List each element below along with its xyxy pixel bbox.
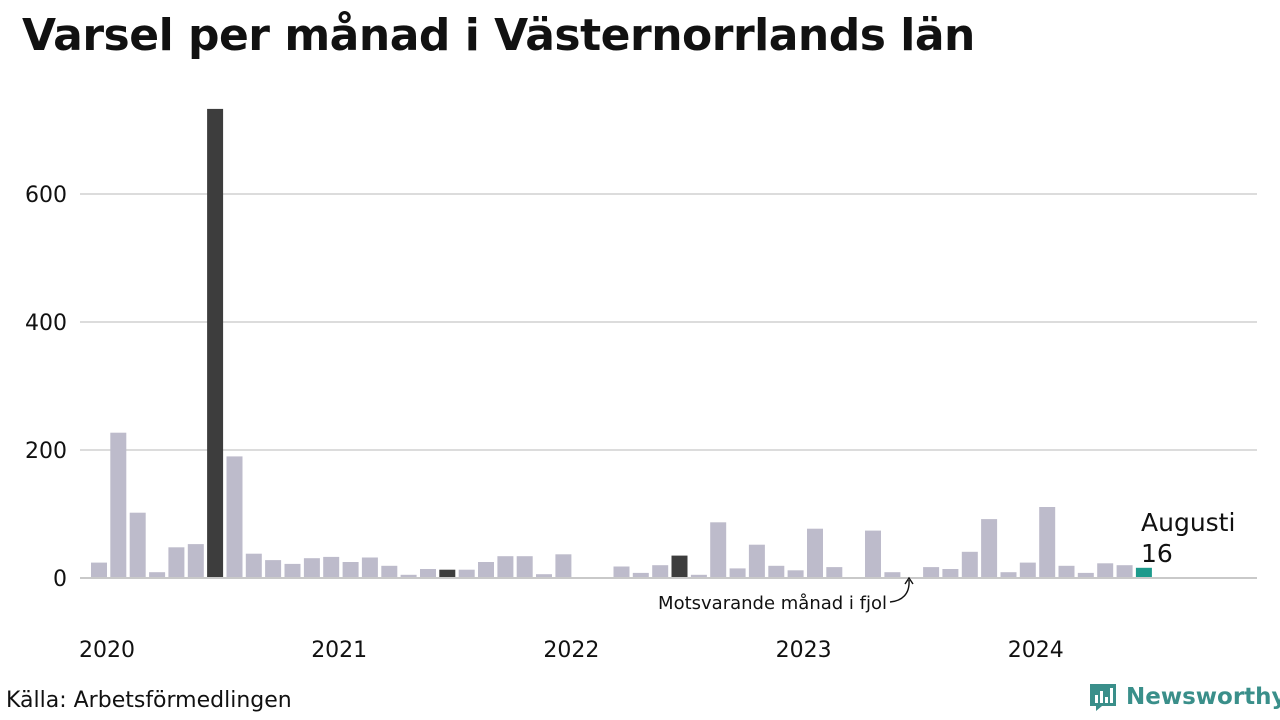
bar-2024-01 xyxy=(1019,562,1036,578)
bar-2022-10 xyxy=(729,568,746,578)
bar-2021-02 xyxy=(342,562,359,578)
source-credit: Källa: Arbetsförmedlingen xyxy=(6,688,292,713)
bar-2024-06 xyxy=(1116,565,1133,578)
bar-2020-06 xyxy=(187,544,204,578)
bar-2023-05 xyxy=(865,530,881,578)
bar-2021-08 xyxy=(458,569,475,578)
bar-2022-05 xyxy=(632,572,649,578)
x-tick-label: 2021 xyxy=(311,638,367,663)
bar-2024-02 xyxy=(1039,507,1056,578)
bar-2020-09 xyxy=(245,553,262,578)
bar-2021-06 xyxy=(420,569,436,578)
bar-chart-bubble-icon xyxy=(1090,684,1116,711)
bar-2023-10 xyxy=(961,551,978,578)
bar-2022-06 xyxy=(652,565,669,578)
bar-2022-12 xyxy=(768,565,785,578)
bar-2021-07 xyxy=(439,569,456,578)
x-tick-label: 2022 xyxy=(543,638,599,663)
bar-2024-03 xyxy=(1058,565,1075,578)
bar-2021-11 xyxy=(516,556,533,578)
bar-2020-02 xyxy=(110,432,127,578)
y-tick-label: 200 xyxy=(25,439,67,464)
annotations: Motsvarande månad i fjol Augusti 16 xyxy=(658,508,1235,614)
bar-2023-01 xyxy=(787,570,804,578)
bar-2021-04 xyxy=(381,565,398,578)
highlight-month-label: Augusti xyxy=(1141,508,1235,537)
gridlines xyxy=(80,193,1257,451)
bar-2022-08 xyxy=(690,574,707,578)
y-tick-label: 600 xyxy=(25,183,67,208)
bar-2021-12 xyxy=(536,574,552,578)
bar-2023-09 xyxy=(942,569,959,578)
bar-2023-12 xyxy=(1000,572,1017,578)
bar-2024-07 xyxy=(1135,567,1152,578)
bar-2024-05 xyxy=(1097,563,1114,578)
x-tick-label: 2023 xyxy=(776,638,832,663)
x-tick-label: 2020 xyxy=(79,638,135,663)
bar-2020-10 xyxy=(265,560,282,578)
bar-2022-01 xyxy=(555,554,572,578)
bar-2021-10 xyxy=(497,556,514,578)
y-tick-label: 0 xyxy=(53,567,67,592)
chart-title: Varsel per månad i Västernorrlands län xyxy=(22,10,975,61)
bar-2022-11 xyxy=(748,544,765,578)
bar-2020-04 xyxy=(149,572,166,578)
bar-2020-01 xyxy=(91,562,107,578)
brand-logo: Newsworthy xyxy=(1088,682,1280,712)
bar-2022-07 xyxy=(671,555,688,578)
bar-2020-11 xyxy=(284,563,301,578)
y-tick-label: 400 xyxy=(25,311,67,336)
bars xyxy=(91,108,1152,579)
bar-2020-08 xyxy=(226,456,243,578)
brand-name: Newsworthy xyxy=(1126,684,1280,710)
bar-2023-02 xyxy=(807,528,823,578)
bar-2023-08 xyxy=(923,567,940,578)
x-tick-label: 2024 xyxy=(1008,638,1064,663)
bar-2021-01 xyxy=(323,556,340,578)
annotation-arrow xyxy=(889,579,910,603)
bar-2020-07 xyxy=(207,108,224,579)
axes: 0 200 400 600 2020 2021 2022 2023 2024 xyxy=(25,183,1257,663)
bar-chart: 0 200 400 600 2020 2021 2022 2023 2024 Motsvaran… xyxy=(25,108,1257,663)
bar-2023-06 xyxy=(884,572,901,578)
bar-2023-03 xyxy=(826,567,843,578)
highlight-value-label: 16 xyxy=(1141,539,1173,568)
comparison-note: Motsvarande månad i fjol xyxy=(658,593,887,614)
bar-2022-04 xyxy=(613,566,630,578)
annotation-arrowhead xyxy=(904,576,914,585)
bar-2021-09 xyxy=(478,562,494,578)
bar-2024-04 xyxy=(1077,572,1094,578)
bar-2020-03 xyxy=(129,512,146,578)
bar-2022-09 xyxy=(710,522,727,578)
bar-2020-12 xyxy=(303,558,320,578)
bar-2020-05 xyxy=(168,547,185,578)
bar-2021-05 xyxy=(400,574,417,578)
bar-2021-03 xyxy=(361,557,378,578)
bar-2023-11 xyxy=(981,519,998,578)
